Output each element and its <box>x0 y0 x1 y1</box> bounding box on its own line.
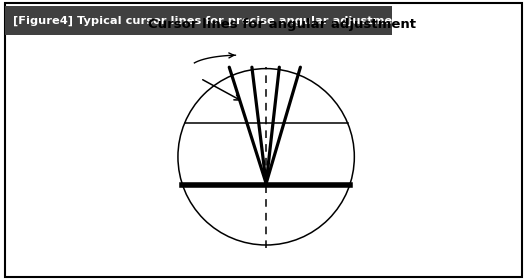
Bar <box>5 6 392 35</box>
Text: [Figure4] Typical cursor lines for precise angular adjustment: [Figure4] Typical cursor lines for preci… <box>13 15 406 25</box>
Text: Cursor lines for angular adjustment: Cursor lines for angular adjustment <box>148 18 416 31</box>
